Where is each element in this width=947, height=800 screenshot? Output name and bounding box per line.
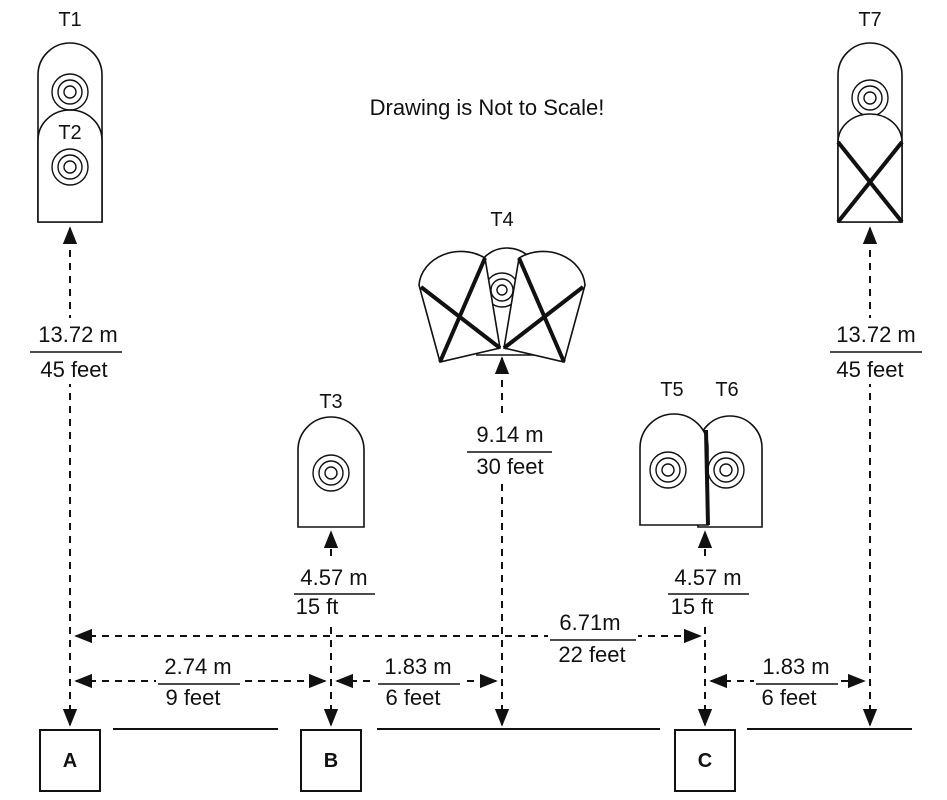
dim-metric: 6.71m <box>559 610 620 635</box>
dim-label-t4: 9.14 m 30 feet <box>464 418 554 480</box>
target-t5-t6 <box>639 413 763 528</box>
dim-metric: 1.83 m <box>762 654 829 679</box>
dim-imperial: 9 feet <box>165 685 220 710</box>
dim-label-b-t3: 4.57 m 15 ft <box>292 562 378 622</box>
target-t6-label: T6 <box>715 379 738 401</box>
dim-label-a-t1: 13.72 m 45 feet <box>28 318 128 384</box>
dim-metric: 1.83 m <box>384 654 451 679</box>
target-t2-rings <box>51 148 89 186</box>
target-t3-label: T3 <box>319 391 342 413</box>
dim-metric: 4.57 m <box>674 565 741 590</box>
dim-imperial: 45 feet <box>40 357 107 382</box>
station-b: B <box>300 729 362 792</box>
dim-metric: 9.14 m <box>476 422 543 447</box>
dim-imperial: 15 ft <box>296 594 339 619</box>
station-a-label: A <box>63 750 77 772</box>
dim-metric: 2.74 m <box>164 654 231 679</box>
station-c: C <box>674 729 736 792</box>
target-t1-label: T1 <box>58 9 81 31</box>
station-b-label: B <box>324 750 338 772</box>
dim-imperial: 30 feet <box>476 454 543 479</box>
target-t4 <box>418 247 586 363</box>
dim-label-c-t56: 4.57 m 15 ft <box>665 562 751 622</box>
dim-imperial: 45 feet <box>836 357 903 382</box>
target-t2-label: T2 <box>58 122 81 144</box>
dim-metric: 13.72 m <box>38 322 118 347</box>
dim-imperial: 22 feet <box>558 642 625 667</box>
station-c-label: C <box>698 750 712 772</box>
not-to-scale-note: Drawing is Not to Scale! <box>370 95 605 120</box>
no-shoot-x-line <box>438 257 487 363</box>
no-shoot-edge-line <box>704 429 710 526</box>
target-t7 <box>836 42 904 224</box>
target-t1-t2 <box>37 42 103 223</box>
station-a: A <box>39 729 101 792</box>
dim-imperial: 6 feet <box>761 685 816 710</box>
dim-imperial: 6 feet <box>385 685 440 710</box>
target-t4-label: T4 <box>490 209 513 231</box>
target-t1-rings <box>51 73 89 111</box>
dim-label-c-t7: 13.72 m 45 feet <box>826 318 926 384</box>
dim-label-a-b: 2.74 m 9 feet <box>156 652 242 712</box>
dim-metric: 13.72 m <box>836 322 916 347</box>
target-t3 <box>297 416 365 528</box>
dim-imperial: 15 ft <box>671 594 714 619</box>
no-shoot-x-line <box>517 257 566 363</box>
target-t5-label: T5 <box>660 379 683 401</box>
dim-label-c-t7-lateral: 1.83 m 6 feet <box>754 652 840 712</box>
target-t7-label: T7 <box>858 9 881 31</box>
dim-label-a-c: 6.71m 22 feet <box>548 607 638 669</box>
no-shoot-x-line <box>836 140 904 224</box>
dim-label-b-t4: 1.83 m 6 feet <box>376 652 462 712</box>
dim-metric: 4.57 m <box>300 565 367 590</box>
